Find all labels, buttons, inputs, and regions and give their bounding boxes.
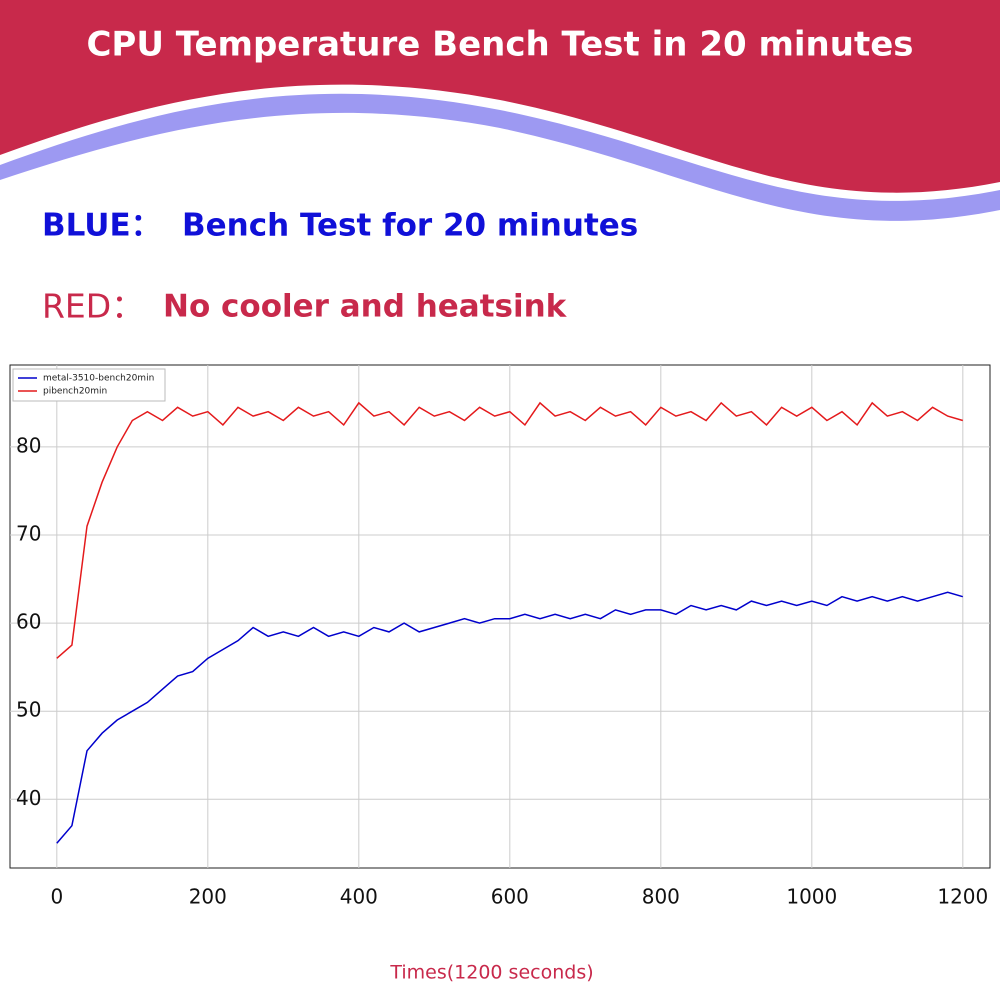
header-banner — [0, 0, 1000, 193]
x-tick-label: 0 — [50, 885, 63, 909]
legend-label: metal-3510-bench20min — [43, 374, 154, 384]
note-label: BLUE： — [42, 208, 162, 244]
x-tick-label: 800 — [642, 885, 680, 909]
y-tick-label: 70 — [16, 522, 41, 546]
legend-label: pibench20min — [43, 387, 107, 397]
note-text: No cooler and heatsink — [163, 289, 568, 325]
x-axis-label: Times(1200 seconds) — [389, 962, 593, 984]
legend-box — [12, 368, 166, 402]
note-text: Bench Test for 20 minutes — [182, 208, 638, 244]
wave-band — [0, 93, 1000, 221]
data-line — [56, 591, 964, 844]
x-tick-label: 200 — [189, 885, 227, 909]
data-line — [56, 401, 964, 659]
x-tick-label: 1200 — [937, 885, 988, 909]
x-tick-label: 600 — [491, 885, 529, 909]
x-tick-label: 1000 — [786, 885, 837, 909]
y-tick-label: 60 — [16, 610, 41, 634]
y-tick-label: 80 — [16, 433, 41, 457]
x-tick-label: 400 — [340, 885, 378, 909]
y-tick-label: 40 — [16, 786, 41, 810]
plot-area — [9, 364, 991, 869]
y-tick-label: 50 — [16, 698, 41, 722]
title: CPU Temperature Bench Test in 20 minutes — [86, 25, 913, 65]
note-label: RED： — [42, 287, 144, 326]
